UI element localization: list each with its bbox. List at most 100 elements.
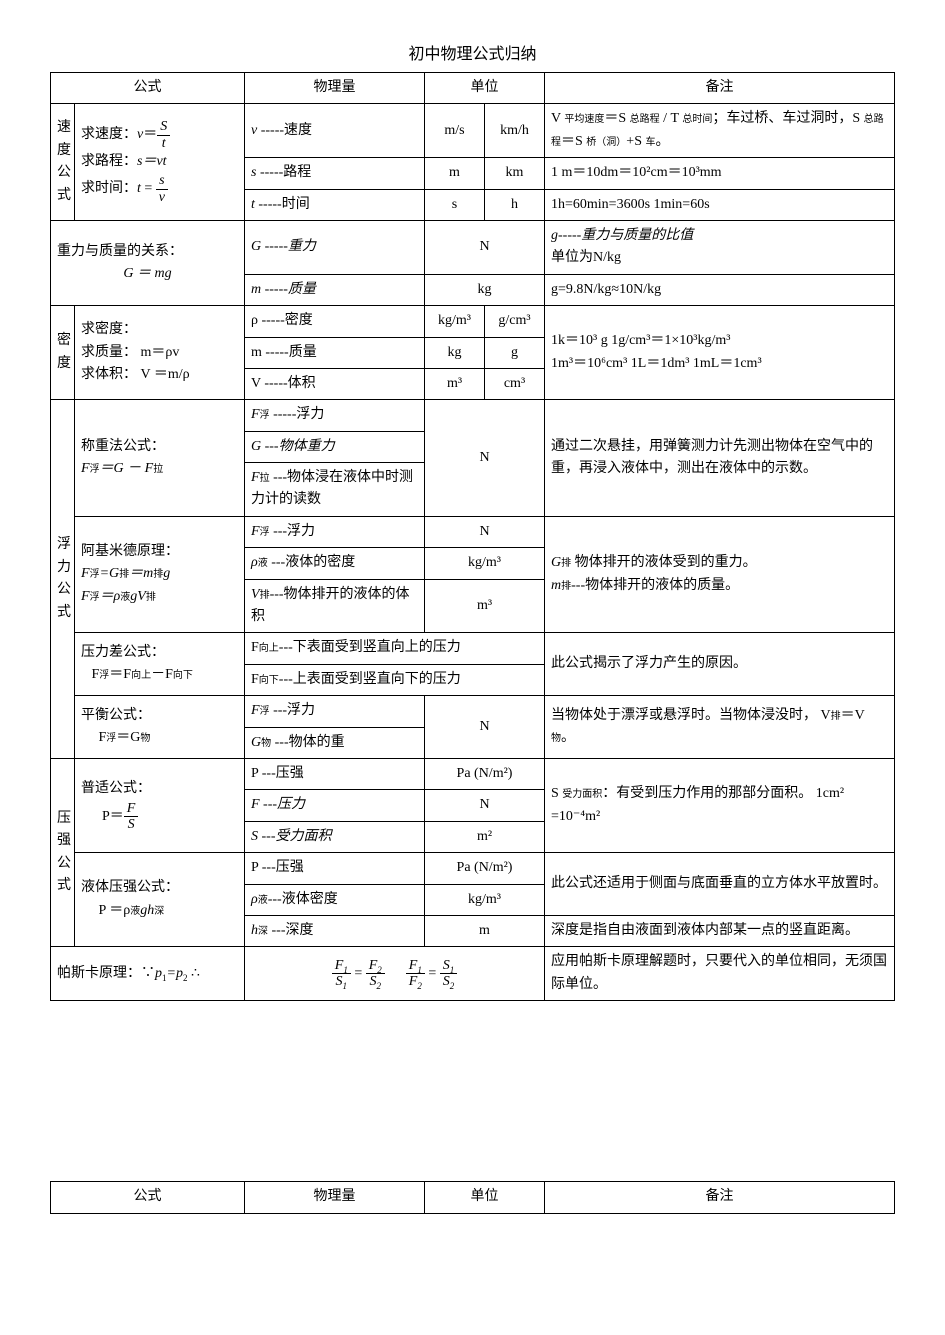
buoy-weigh-q2: G ---物体重力 bbox=[245, 431, 425, 462]
buoy-weigh-q3: F拉 ---物体浸在液体中时测力计的读数 bbox=[245, 463, 425, 517]
speed-formula: 求速度：v＝St 求路程：s＝vt 求时间：t = sv bbox=[75, 104, 245, 221]
ftr-note: 备注 bbox=[545, 1182, 895, 1213]
speed-u1a: m/s bbox=[425, 104, 485, 158]
gravity-row-1: 重力与质量的关系： G ＝ mg G -----重力 N g-----重力与质量… bbox=[51, 220, 895, 274]
gravity-note-1: g-----重力与质量的比值单位为N/kg bbox=[545, 220, 895, 274]
buoy-bal-unit: N bbox=[425, 696, 545, 759]
pascal-eq: F1S1 = F2S2 F1F2 = S1S2 bbox=[245, 947, 545, 1001]
press-liq-1: 液体压强公式： P ＝ρ液gh深 P ---压强 Pa (N/m²) 此公式还适… bbox=[51, 853, 895, 884]
buoy-arch-u2: kg/m³ bbox=[425, 548, 545, 579]
buoy-label: 浮力公式 bbox=[51, 400, 75, 759]
buoy-arch-q1: F浮 ---浮力 bbox=[245, 516, 425, 547]
press-liq-q1: P ---压强 bbox=[245, 853, 425, 884]
buoy-pdiff-note: 此公式揭示了浮力产生的原因。 bbox=[545, 633, 895, 696]
speed-note-1: V 平均速度＝S 总路程 / T 总时间；车过桥、车过洞时，S 总路程＝S 桥（… bbox=[545, 104, 895, 158]
speed-row-1: 速度公式 求速度：v＝St 求路程：s＝vt 求时间：t = sv v ----… bbox=[51, 104, 895, 158]
density-qty-3: V -----体积 bbox=[245, 368, 425, 399]
page-title: 初中物理公式归纳 bbox=[50, 40, 895, 64]
buoy-bal-formula: 平衡公式： F浮＝G物 bbox=[75, 696, 245, 759]
buoy-arch-u3: m³ bbox=[425, 579, 545, 633]
speed-label: 速度公式 bbox=[51, 104, 75, 221]
buoy-bal-q2: G物 ---物体的重 bbox=[245, 727, 425, 758]
gravity-note-2: g=9.8N/kg≈10N/kg bbox=[545, 274, 895, 305]
density-u2a: kg bbox=[425, 337, 485, 368]
press-gen-q2: F ---压力 bbox=[245, 790, 425, 821]
hdr-note: 备注 bbox=[545, 73, 895, 104]
gravity-u1: N bbox=[425, 220, 545, 274]
speed-u2b: km bbox=[485, 158, 545, 189]
press-liq-u2: kg/m³ bbox=[425, 884, 545, 915]
density-note: 1k＝10³ g 1g/cm³＝1×10³kg/m³1m³＝10⁶cm³ 1L＝… bbox=[545, 306, 895, 400]
pascal-formula: 帕斯卡原理：∵p1=p2 ∴ bbox=[51, 947, 245, 1001]
buoy-pdiff-q1: F向上---下表面受到竖直向上的压力 bbox=[245, 633, 545, 664]
density-u2b: g bbox=[485, 337, 545, 368]
table-header: 公式 物理量 单位 备注 bbox=[51, 73, 895, 104]
press-liq-note1: 此公式还适用于侧面与底面垂直的立方体水平放置时。 bbox=[545, 853, 895, 916]
gravity-formula: 重力与质量的关系： G ＝ mg bbox=[51, 220, 245, 305]
density-u1a: kg/m³ bbox=[425, 306, 485, 337]
density-qty-2: m -----质量 bbox=[245, 337, 425, 368]
footer-header: 公式 物理量 单位 备注 bbox=[51, 1182, 895, 1213]
density-qty-1: ρ -----密度 bbox=[245, 306, 425, 337]
gravity-qty-2: m -----质量 bbox=[245, 274, 425, 305]
footer-table: 公式 物理量 单位 备注 bbox=[50, 1181, 895, 1213]
ftr-quantity: 物理量 bbox=[245, 1182, 425, 1213]
buoy-bal-1: 平衡公式： F浮＝G物 F浮 ---浮力 N 当物体处于漂浮或悬浮时。当物体浸没… bbox=[51, 696, 895, 727]
press-liq-u3: m bbox=[425, 915, 545, 946]
buoy-pdiff-formula: 压力差公式： F浮＝F向上－F向下 bbox=[75, 633, 245, 696]
press-gen-u3: m² bbox=[425, 821, 545, 852]
hdr-formula: 公式 bbox=[51, 73, 245, 104]
density-u3b: cm³ bbox=[485, 368, 545, 399]
press-liq-q2: ρ液---液体密度 bbox=[245, 884, 425, 915]
formula-table: 公式 物理量 单位 备注 速度公式 求速度：v＝St 求路程：s＝vt 求时间：… bbox=[50, 72, 895, 1001]
gravity-u2: kg bbox=[425, 274, 545, 305]
speed-qty-2: s -----路程 bbox=[245, 158, 425, 189]
buoy-weigh-q1: F浮 -----浮力 bbox=[245, 400, 425, 431]
press-gen-note: S 受力面积：有受到压力作用的那部分面积。 1cm² =10⁻⁴m² bbox=[545, 758, 895, 852]
speed-note-3: 1h=60min=3600s 1min=60s bbox=[545, 189, 895, 220]
density-u1b: g/cm³ bbox=[485, 306, 545, 337]
ftr-unit: 单位 bbox=[425, 1182, 545, 1213]
press-gen-1: 压强公式 普适公式： P＝FS P ---压强 Pa (N/m²) S 受力面积… bbox=[51, 758, 895, 789]
speed-u2a: m bbox=[425, 158, 485, 189]
speed-u3b: h bbox=[485, 189, 545, 220]
hdr-quantity: 物理量 bbox=[245, 73, 425, 104]
buoy-bal-note: 当物体处于漂浮或悬浮时。当物体浸没时， V排＝V物。 bbox=[545, 696, 895, 759]
buoy-weigh-note: 通过二次悬挂，用弹簧测力计先测出物体在空气中的重，再浸入液体中，测出在液体中的示… bbox=[545, 400, 895, 517]
density-formula: 求密度： 求质量： m＝ρv 求体积： V ＝m/ρ bbox=[75, 306, 245, 400]
pressure-label: 压强公式 bbox=[51, 758, 75, 946]
buoy-bal-q1: F浮 ---浮力 bbox=[245, 696, 425, 727]
density-label: 密度 bbox=[51, 306, 75, 400]
buoy-pdiff-1: 压力差公式： F浮＝F向上－F向下 F向上---下表面受到竖直向上的压力 此公式… bbox=[51, 633, 895, 664]
speed-qty-1: v -----速度 bbox=[245, 104, 425, 158]
speed-qty-3: t -----时间 bbox=[245, 189, 425, 220]
gravity-qty-1: G -----重力 bbox=[245, 220, 425, 274]
buoy-arch-note: G排 物体排开的液体受到的重力。 m排---物体排开的液体的质量。 bbox=[545, 516, 895, 633]
buoy-arch-q2: ρ液 ---液体的密度 bbox=[245, 548, 425, 579]
buoy-arch-1: 阿基米德原理： F浮=G排＝m排g F浮＝ρ液gV排 F浮 ---浮力 N G排… bbox=[51, 516, 895, 547]
hdr-unit: 单位 bbox=[425, 73, 545, 104]
speed-note-2: 1 m＝10dm＝10²cm＝10³mm bbox=[545, 158, 895, 189]
press-gen-formula: 普适公式： P＝FS bbox=[75, 758, 245, 852]
press-gen-u2: N bbox=[425, 790, 545, 821]
density-u3a: m³ bbox=[425, 368, 485, 399]
press-liq-q3: h深 ---深度 bbox=[245, 915, 425, 946]
pascal-row: 帕斯卡原理：∵p1=p2 ∴ F1S1 = F2S2 F1F2 = S1S2 应… bbox=[51, 947, 895, 1001]
spacer bbox=[50, 1001, 895, 1181]
buoy-arch-formula: 阿基米德原理： F浮=G排＝m排g F浮＝ρ液gV排 bbox=[75, 516, 245, 633]
density-row-1: 密度 求密度： 求质量： m＝ρv 求体积： V ＝m/ρ ρ -----密度 … bbox=[51, 306, 895, 337]
buoy-weigh-unit: N bbox=[425, 400, 545, 517]
press-liq-note2: 深度是指自由液面到液体内部某一点的竖直距离。 bbox=[545, 915, 895, 946]
pascal-note: 应用帕斯卡原理解题时，只要代入的单位相同，无须国际单位。 bbox=[545, 947, 895, 1001]
press-gen-u1: Pa (N/m²) bbox=[425, 758, 545, 789]
ftr-formula: 公式 bbox=[51, 1182, 245, 1213]
buoy-arch-q3: V排---物体排开的液体的体积 bbox=[245, 579, 425, 633]
speed-u1b: km/h bbox=[485, 104, 545, 158]
buoy-weigh-formula: 称重法公式： F浮＝G － F拉 bbox=[75, 400, 245, 517]
press-gen-q1: P ---压强 bbox=[245, 758, 425, 789]
buoy-pdiff-q2: F向下---上表面受到竖直向下的压力 bbox=[245, 664, 545, 695]
buoy-weigh-1: 浮力公式 称重法公式： F浮＝G － F拉 F浮 -----浮力 N 通过二次悬… bbox=[51, 400, 895, 431]
speed-u3a: s bbox=[425, 189, 485, 220]
press-gen-q3: S ---受力面积 bbox=[245, 821, 425, 852]
press-liq-formula: 液体压强公式： P ＝ρ液gh深 bbox=[75, 853, 245, 947]
